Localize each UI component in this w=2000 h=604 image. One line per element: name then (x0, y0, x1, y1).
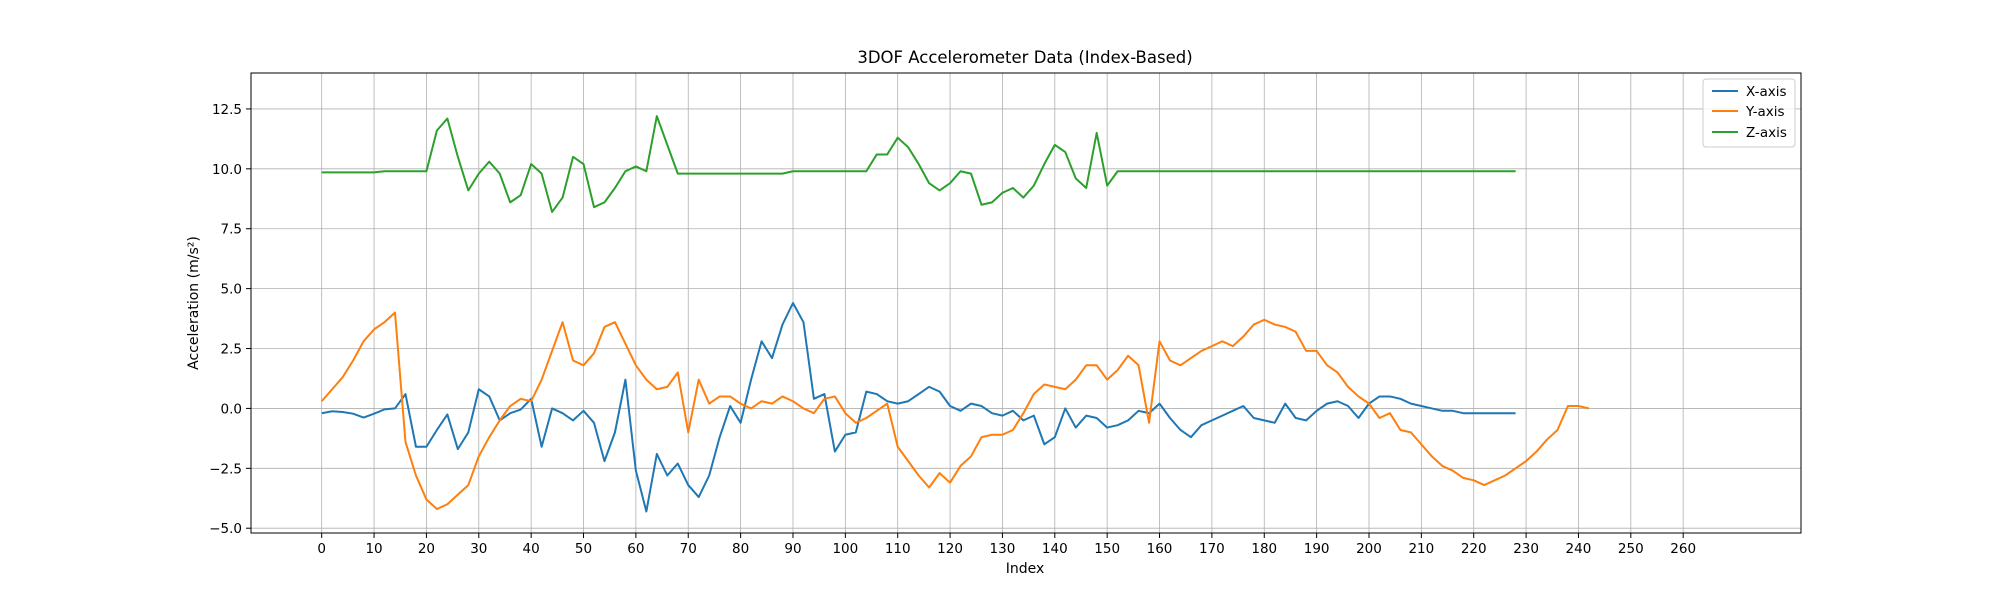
x-tick-label: 50 (575, 541, 592, 557)
x-tick-label: 40 (523, 541, 540, 557)
x-axis-label: Index (1006, 561, 1045, 577)
x-tick-label: 180 (1251, 541, 1277, 557)
x-tick-label: 0 (317, 541, 326, 557)
x-tick-label: 150 (1094, 541, 1120, 557)
y-tick-label: 7.5 (221, 222, 242, 238)
x-tick-label: 60 (627, 541, 644, 557)
y-axis-label: Acceleration (m/s²) (186, 236, 202, 370)
x-axis-ticks: 0 10 20 30 40 50 60 70 80 90 100 110 120 130 140 150 160… (317, 533, 1696, 557)
y-tick-label: 2.5 (221, 342, 242, 358)
x-tick-label: 90 (784, 541, 801, 557)
y-tick-label: 12.5 (212, 102, 242, 118)
chart-title: 3DOF Accelerometer Data (Index-Based) (857, 48, 1192, 67)
x-tick-label: 140 (1042, 541, 1068, 557)
plot-frame (250, 72, 1802, 534)
x-tick-label: 260 (1670, 541, 1696, 557)
legend-label-y-axis: Y-axis (1745, 104, 1785, 120)
y-axis-ticks: −5.0 −2.5 0.0 2.5 5.0 7.5 10.0 12.5 (209, 102, 251, 537)
x-tick-label: 110 (885, 541, 911, 557)
y-tick-label: 10.0 (212, 162, 242, 178)
x-tick-label: 250 (1618, 541, 1644, 557)
legend-label-z-axis: Z-axis (1746, 125, 1787, 141)
x-tick-label: 220 (1461, 541, 1487, 557)
x-tick-label: 20 (418, 541, 435, 557)
x-tick-label: 190 (1304, 541, 1330, 557)
y-tick-label: 0.0 (221, 401, 242, 417)
legend: X-axis Y-axis Z-axis (1702, 78, 1796, 148)
legend-label-x-axis: X-axis (1746, 84, 1787, 100)
y-tick-label: −5.0 (209, 521, 242, 537)
x-tick-label: 70 (680, 541, 697, 557)
x-tick-label: 240 (1566, 541, 1592, 557)
series-lines (320, 115, 1590, 513)
x-tick-label: 10 (365, 541, 382, 557)
x-tick-label: 230 (1513, 541, 1539, 557)
series-line-y-axis (320, 311, 1590, 511)
x-tick-label: 160 (1147, 541, 1173, 557)
x-tick-label: 80 (732, 541, 749, 557)
x-tick-label: 30 (470, 541, 487, 557)
x-tick-label: 100 (832, 541, 858, 557)
x-tick-label: 170 (1199, 541, 1225, 557)
x-tick-label: 200 (1356, 541, 1382, 557)
x-tick-label: 210 (1408, 541, 1434, 557)
series-line-x-axis (321, 302, 1516, 513)
legend-frame (1702, 78, 1796, 148)
x-tick-label: 120 (937, 541, 963, 557)
series-line-z-axis (321, 115, 1516, 213)
y-tick-label: −2.5 (209, 461, 242, 477)
grid-lines (251, 73, 1801, 533)
x-tick-label: 130 (990, 541, 1016, 557)
y-tick-label: 5.0 (221, 282, 242, 298)
